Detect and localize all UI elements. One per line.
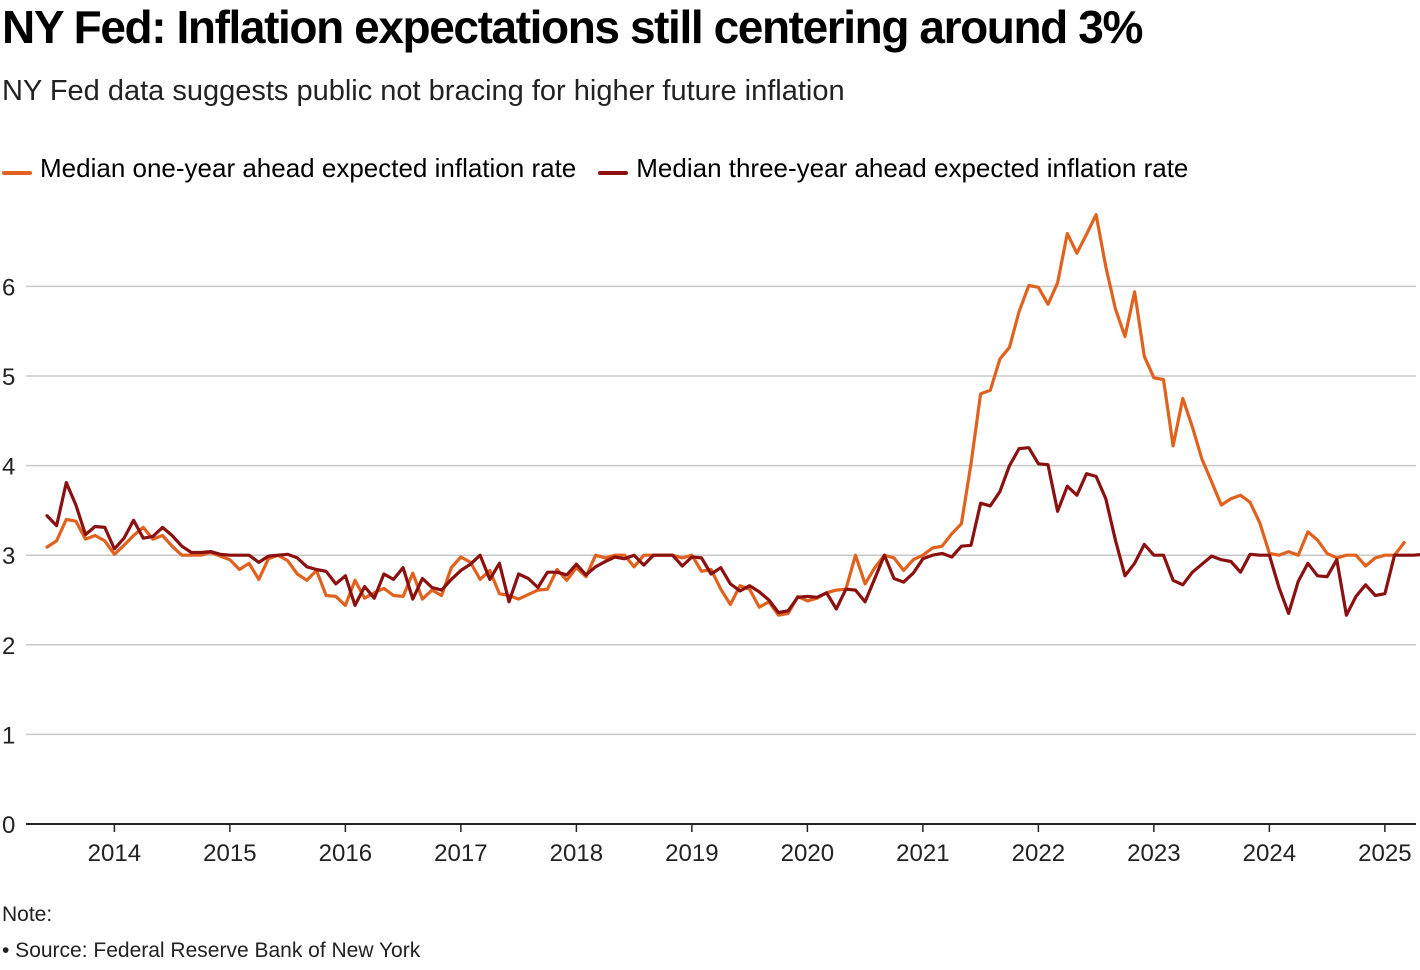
series-line-three-year xyxy=(45,446,1420,617)
x-tick-label-2017: 2017 xyxy=(434,840,487,867)
x-tick-label-2020: 2020 xyxy=(781,840,834,867)
y-tick-label-3: 3 xyxy=(2,543,15,570)
page-subtitle: NY Fed data suggests public not bracing … xyxy=(2,75,845,107)
legend-swatch-three-year xyxy=(598,171,629,175)
x-tick-label-2024: 2024 xyxy=(1243,840,1296,867)
legend-swatch-one-year xyxy=(2,171,32,175)
note-label: Note: xyxy=(2,903,53,926)
source-text: • Source: Federal Reserve Bank of New Yo… xyxy=(2,939,421,962)
legend-item-three-year: Median three-year ahead expected inflati… xyxy=(598,153,1188,184)
y-tick-label-0: 0 xyxy=(2,812,15,839)
x-tick-label-2023: 2023 xyxy=(1127,840,1180,867)
y-tick-label-6: 6 xyxy=(2,274,15,301)
x-tick-label-2022: 2022 xyxy=(1012,840,1065,867)
x-tick-label-2016: 2016 xyxy=(319,840,372,867)
x-tick-label-2019: 2019 xyxy=(665,840,718,867)
y-tick-label-5: 5 xyxy=(2,364,15,391)
x-tick-label-2014: 2014 xyxy=(88,840,141,867)
legend-label-three-year: Median three-year ahead expected inflati… xyxy=(636,152,1189,183)
legend-label-one-year: Median one-year ahead expected inflation… xyxy=(40,152,577,183)
chart-legend: Median one-year ahead expected inflation… xyxy=(2,150,1210,186)
x-tick-label-2015: 2015 xyxy=(203,840,256,867)
x-tick-label-2021: 2021 xyxy=(896,840,949,867)
line-chart: 0 1 2 3 4 5 6 2014 2015 2016 2017 2018 2019 2020 2021 2… xyxy=(2,213,1420,867)
x-tick-label-2025: 2025 xyxy=(1358,840,1411,867)
y-tick-label-1: 1 xyxy=(2,722,15,749)
y-tick-label-4: 4 xyxy=(2,454,15,481)
y-tick-label-2: 2 xyxy=(2,633,15,660)
legend-item-one-year: Median one-year ahead expected inflation… xyxy=(2,153,576,184)
x-tick-label-2018: 2018 xyxy=(550,840,603,867)
page-title: NY Fed: Inflation expectations still cen… xyxy=(2,1,1143,53)
